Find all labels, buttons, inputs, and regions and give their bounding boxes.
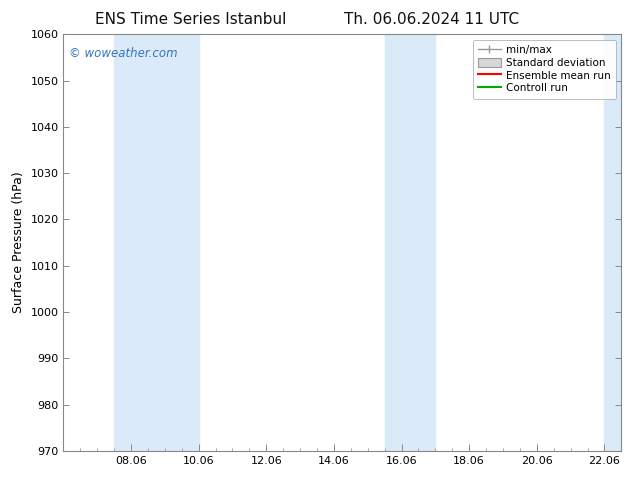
Text: © woweather.com: © woweather.com [69,47,178,60]
Text: Th. 06.06.2024 11 UTC: Th. 06.06.2024 11 UTC [344,12,519,27]
Bar [114,34,198,451]
Bar [604,34,624,451]
Bar [385,34,436,451]
Y-axis label: Surface Pressure (hPa): Surface Pressure (hPa) [12,172,25,314]
Legend: min/max, Standard deviation, Ensemble mean run, Controll run: min/max, Standard deviation, Ensemble me… [473,40,616,98]
Text: ENS Time Series Istanbul: ENS Time Series Istanbul [94,12,286,27]
